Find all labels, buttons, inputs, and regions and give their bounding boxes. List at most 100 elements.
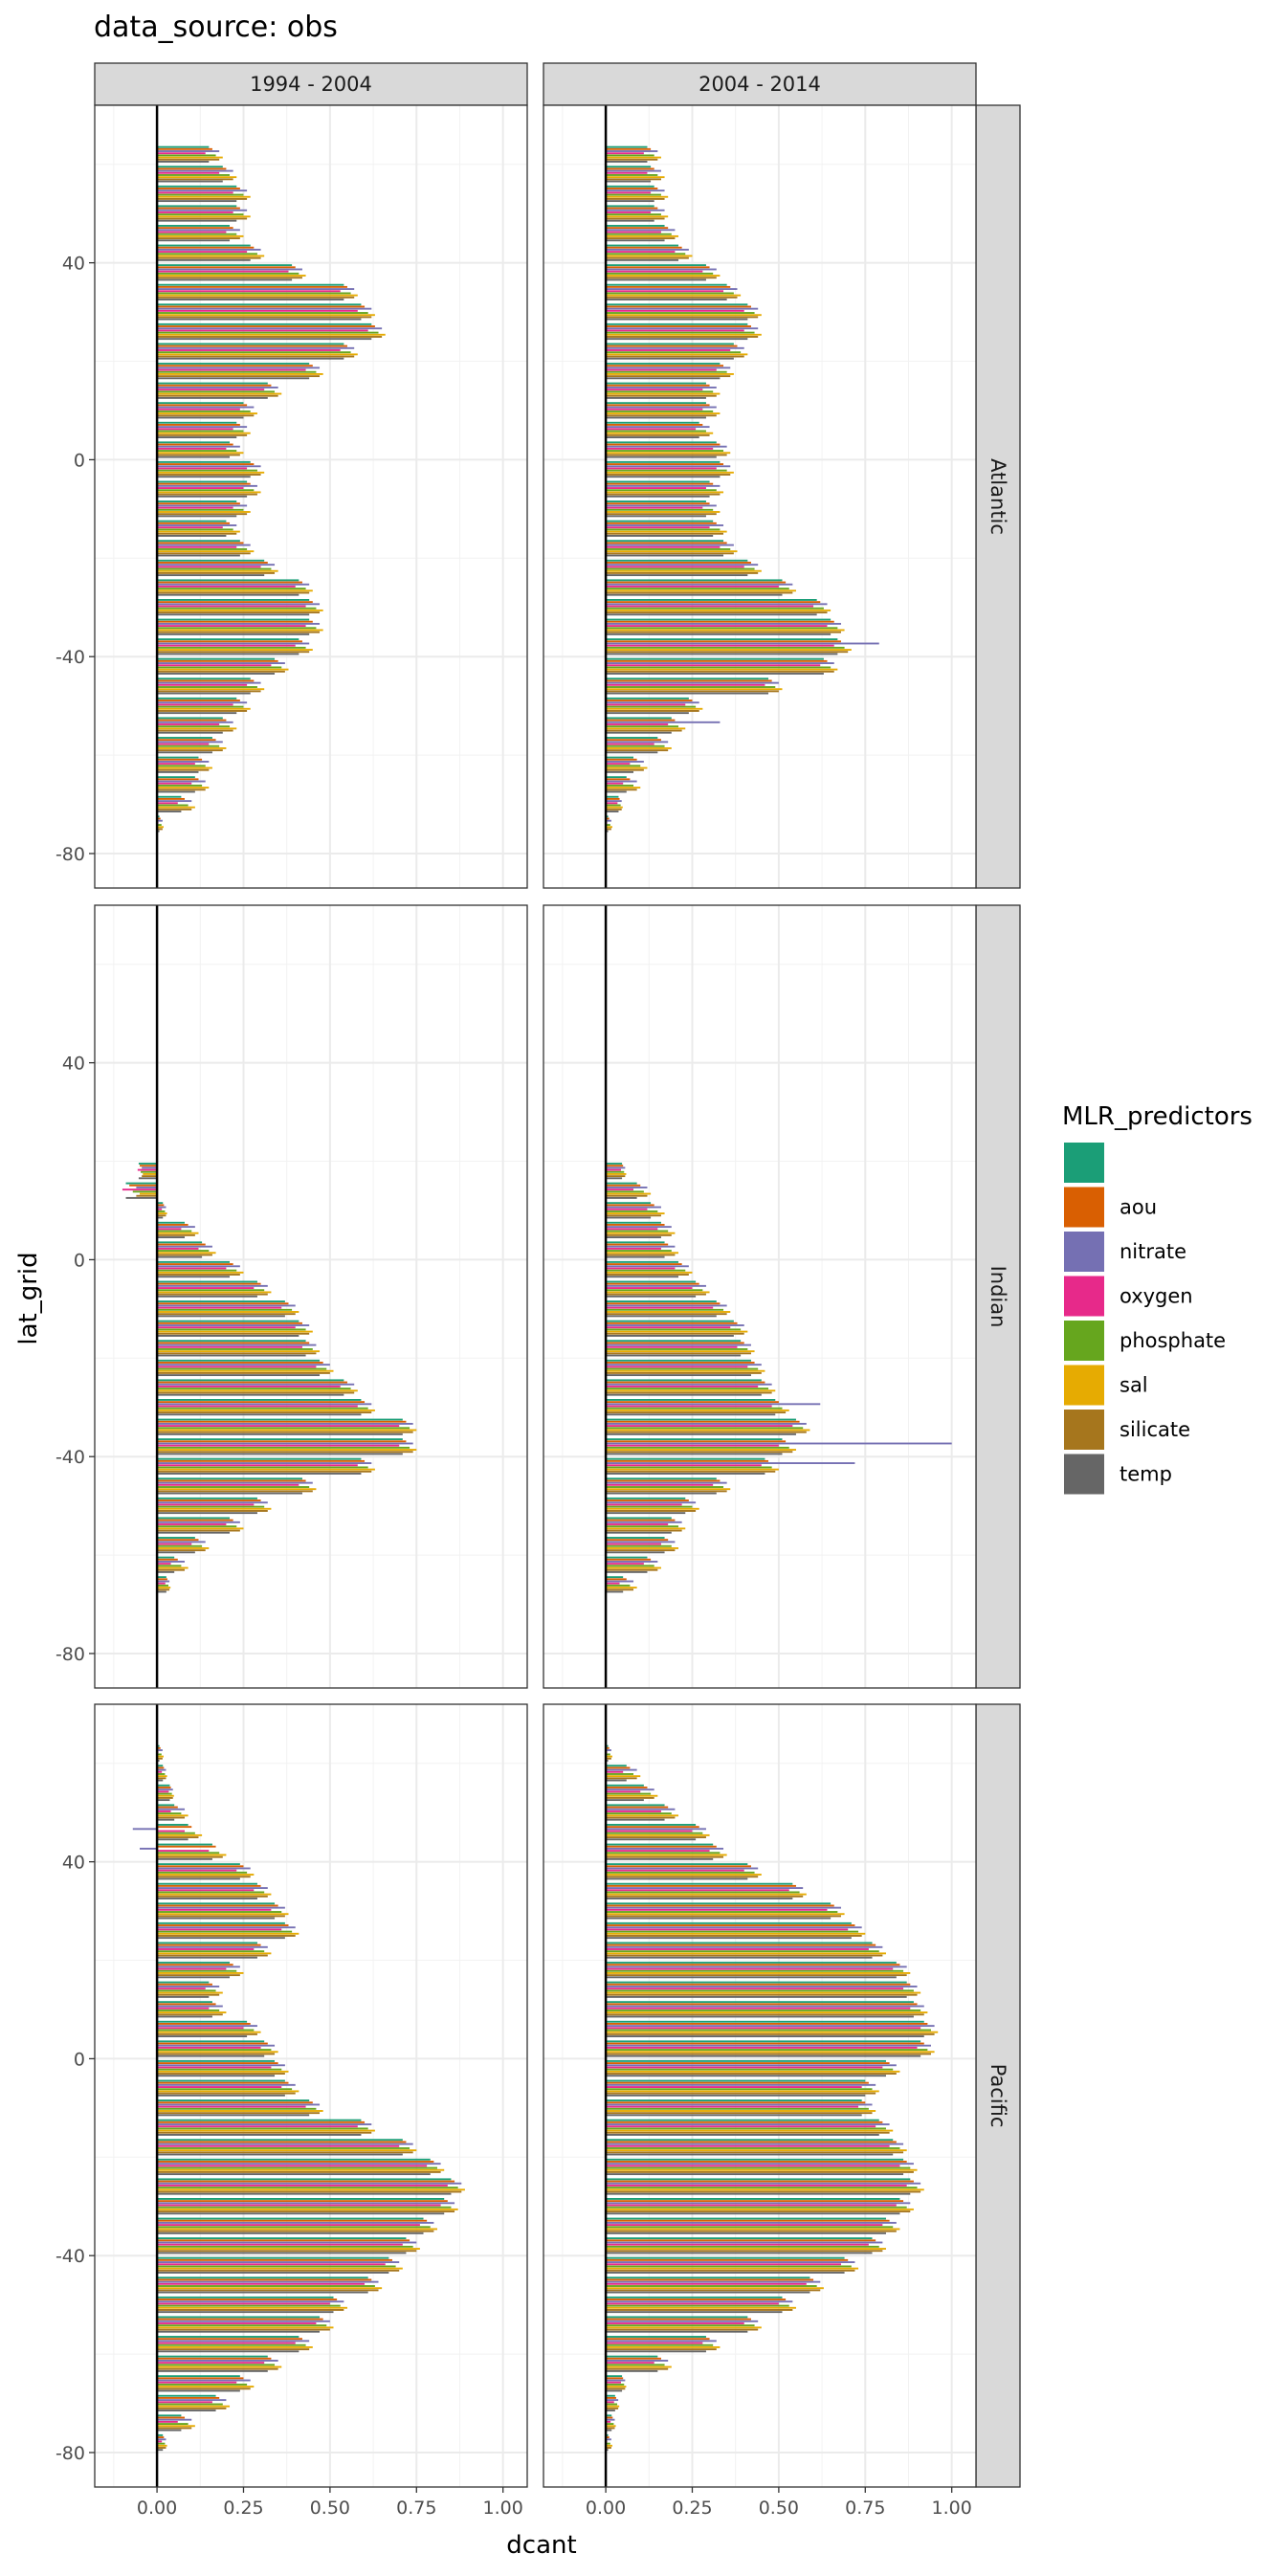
bar — [157, 2369, 268, 2372]
legend-key — [1064, 1454, 1104, 1495]
bar — [157, 2296, 334, 2298]
bar — [606, 1558, 652, 1561]
bar — [157, 1833, 203, 1836]
bar — [606, 1184, 641, 1187]
bar — [157, 2423, 188, 2426]
bar — [606, 1196, 637, 1199]
bar — [606, 1411, 787, 1414]
bar — [606, 1409, 789, 1411]
bar — [606, 1962, 897, 1964]
bar — [606, 290, 724, 293]
bar — [606, 1208, 648, 1210]
bar — [157, 237, 240, 240]
bar — [606, 1422, 807, 1425]
bar — [157, 548, 248, 550]
bar — [606, 1746, 610, 1749]
bar — [157, 1492, 302, 1495]
bar — [606, 2348, 717, 2351]
bar — [157, 2389, 240, 2392]
bar — [157, 756, 199, 759]
bar — [157, 1568, 186, 1571]
bar — [157, 307, 372, 310]
bar — [157, 2375, 240, 2378]
bar — [157, 2020, 248, 2023]
bar — [157, 318, 362, 321]
bar — [157, 285, 347, 288]
bar — [606, 2237, 873, 2240]
bar — [157, 2256, 389, 2259]
bar — [606, 2219, 890, 2222]
bar — [157, 278, 293, 281]
bar — [606, 540, 724, 543]
bar — [157, 776, 195, 779]
bar — [606, 288, 738, 291]
bar — [157, 1854, 227, 1856]
bar — [606, 205, 654, 208]
bar — [606, 404, 710, 407]
bar — [157, 2342, 296, 2344]
bar — [157, 1466, 368, 1469]
panel-border — [94, 104, 528, 889]
bar — [157, 1405, 358, 1408]
bar — [157, 2447, 166, 2449]
bar — [606, 233, 672, 235]
bar — [606, 1986, 918, 1988]
bar — [606, 2099, 862, 2102]
bar — [606, 2387, 626, 2390]
bar — [157, 2178, 452, 2181]
bar — [606, 1214, 661, 1217]
bar — [606, 307, 759, 310]
bar — [157, 526, 223, 529]
bar — [157, 1464, 358, 1467]
bar — [606, 815, 609, 818]
bar — [143, 1172, 158, 1175]
bar — [157, 589, 313, 592]
bar — [606, 583, 793, 586]
bar — [606, 2318, 751, 2321]
bar — [606, 346, 744, 349]
bar — [157, 1241, 203, 1244]
bar — [157, 1243, 206, 1246]
bar — [606, 567, 755, 570]
bar — [606, 1904, 834, 1907]
bar — [606, 2336, 706, 2338]
bar — [606, 445, 727, 448]
bar — [606, 372, 734, 375]
bar — [606, 2342, 703, 2344]
bar — [157, 605, 306, 608]
bar — [606, 195, 669, 198]
bar — [606, 629, 845, 632]
bar — [157, 2416, 186, 2419]
bar — [157, 1869, 237, 1872]
x-tick-label: 0.00 — [586, 2498, 626, 2519]
bar — [157, 1369, 334, 1372]
bar — [606, 2420, 611, 2423]
bar — [606, 562, 751, 564]
bar — [157, 344, 347, 347]
bar — [606, 180, 652, 183]
bar — [157, 1566, 188, 1569]
bar — [157, 487, 244, 489]
bar — [606, 1486, 724, 1488]
bar — [606, 1942, 873, 1944]
legend-label: nitrate — [1120, 1240, 1186, 1263]
bar — [157, 1440, 407, 1443]
bar — [157, 749, 223, 752]
bar — [157, 248, 261, 251]
bar — [129, 1184, 158, 1187]
bar — [606, 766, 648, 769]
bar — [157, 2051, 278, 2054]
bar — [157, 244, 251, 247]
bar — [157, 1964, 233, 1966]
bar — [157, 2086, 282, 2088]
bar — [157, 1788, 173, 1791]
bar — [157, 1843, 212, 1846]
bar — [606, 504, 717, 507]
bar — [157, 200, 237, 203]
bar — [157, 178, 233, 181]
bar — [606, 585, 779, 588]
bar — [606, 225, 665, 227]
bar — [157, 1202, 164, 1205]
bar — [606, 2360, 669, 2362]
